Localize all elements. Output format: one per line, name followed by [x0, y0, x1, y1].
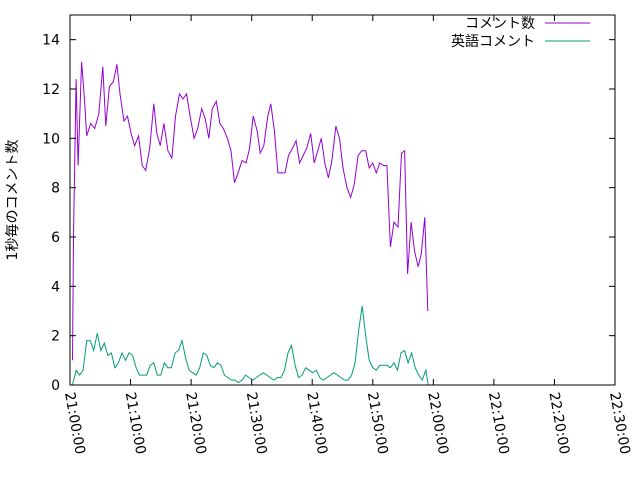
series-line-2	[72, 306, 429, 386]
y-tick-label: 14	[42, 33, 60, 49]
y-tick-label: 12	[42, 82, 60, 98]
y-tick-label: 8	[51, 181, 60, 197]
series-line-1	[72, 61, 429, 361]
plot-frame	[69, 14, 616, 386]
legend-label-1: コメント数	[465, 16, 535, 32]
y-tick-label: 10	[42, 131, 60, 147]
series-layer	[72, 61, 429, 386]
y-axis-title: 1秒毎のコメント数	[5, 140, 21, 261]
y-tick-label: 2	[51, 329, 60, 345]
legend-label-2: 英語コメント	[451, 33, 535, 50]
y-tick-label: 4	[51, 279, 60, 295]
y-tick-label: 6	[51, 230, 60, 246]
y-tick-label: 0	[51, 378, 60, 394]
